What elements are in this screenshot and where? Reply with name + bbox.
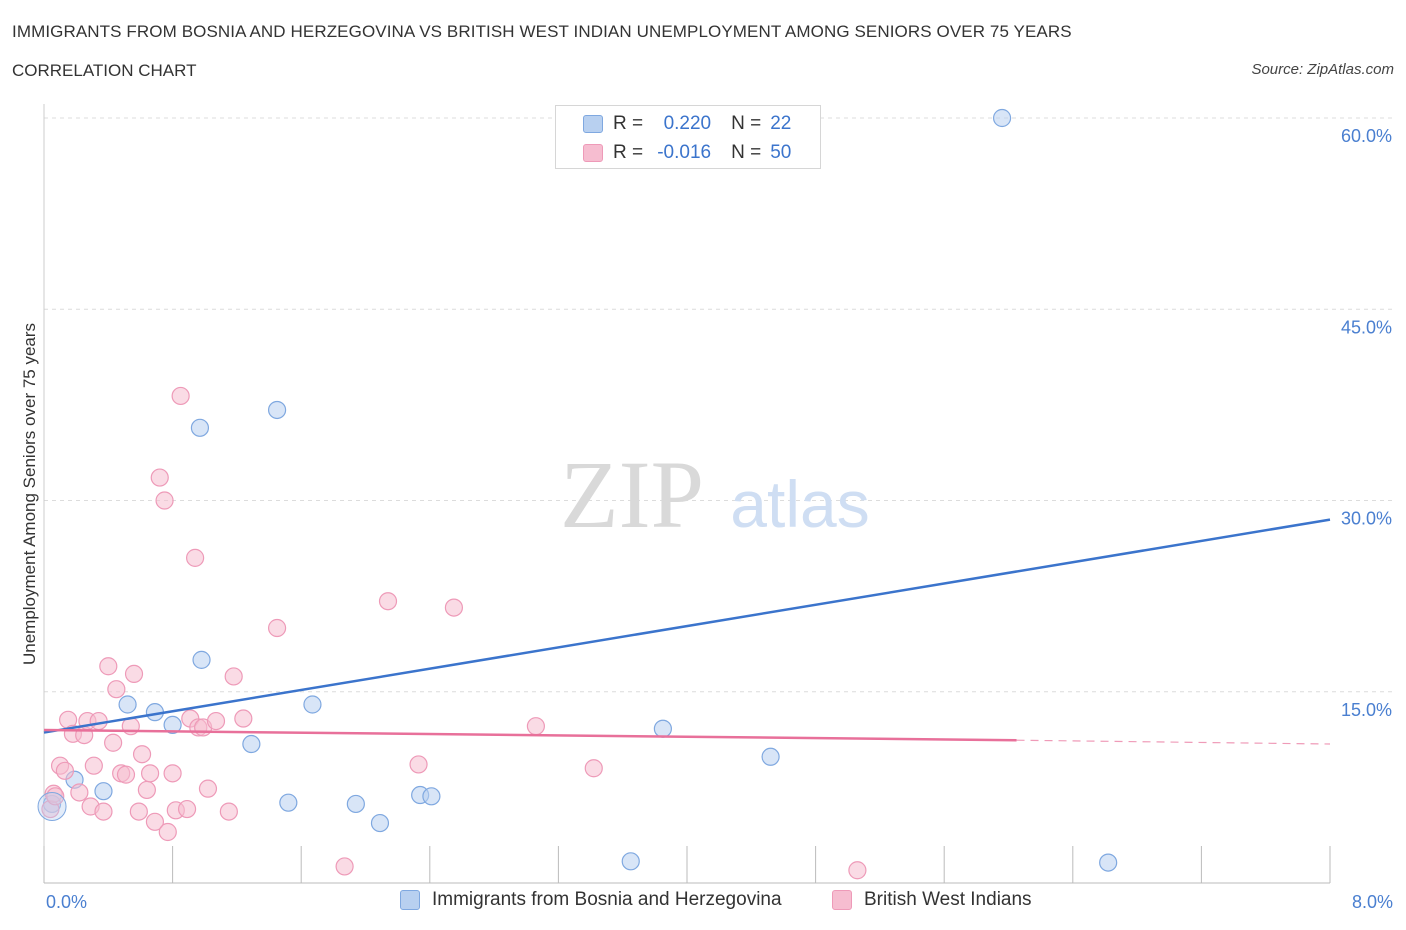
point-bosnia	[422, 787, 441, 806]
point-british-west-indian	[140, 764, 160, 783]
point-british-west-indian	[409, 755, 428, 774]
point-british-west-indian	[198, 779, 218, 798]
point-british-west-indian	[526, 717, 545, 736]
trend-line-bosnia	[43, 518, 1331, 734]
y-tick-label: 15.0%	[1341, 700, 1392, 720]
bottom-legend-label-bosnia: Immigrants from Bosnia and Herzegovina	[432, 889, 782, 910]
point-british-west-indian	[444, 598, 464, 617]
point-bosnia	[303, 695, 322, 714]
point-bosnia	[621, 852, 640, 871]
chart-subtitle: CORRELATION CHART	[12, 61, 197, 80]
point-bosnia	[992, 108, 1012, 128]
point-british-west-indian	[94, 802, 113, 821]
point-british-west-indian	[132, 745, 152, 764]
point-british-west-indian	[158, 822, 177, 842]
point-british-west-indian	[84, 756, 103, 775]
point-bosnia	[192, 650, 211, 669]
legend-r-value-bwi: -0.016	[657, 142, 712, 163]
point-bosnia-cluster	[37, 792, 67, 821]
x-tick-label-min: 0.0%	[46, 892, 87, 912]
point-british-west-indian	[224, 667, 243, 686]
legend-n-label: N =	[731, 113, 762, 134]
legend-row-bwi: R = -0.016 N = 50	[556, 138, 791, 168]
watermark-atlas: atlas	[730, 467, 869, 541]
point-bosnia	[118, 695, 137, 714]
point-bosnia	[1099, 853, 1118, 872]
source-label: Source: ZipAtlas.com	[1251, 61, 1394, 78]
point-british-west-indian	[55, 761, 74, 780]
data-points	[37, 108, 1118, 880]
bottom-legend-label-bwi: British West Indians	[864, 889, 1032, 910]
point-british-west-indian	[584, 759, 603, 778]
trend-line-british-west-indian-extension	[1016, 739, 1331, 745]
point-british-west-indian	[177, 799, 197, 819]
point-bosnia	[370, 813, 390, 833]
point-british-west-indian	[171, 386, 190, 406]
legend-n-label: N =	[731, 142, 762, 163]
legend-n-value-bosnia: 22	[770, 113, 792, 134]
chart-title: IMMIGRANTS FROM BOSNIA AND HERZEGOVINA V…	[12, 22, 1072, 41]
trend-line-british-west-indian	[43, 728, 1017, 742]
point-british-west-indian	[124, 664, 144, 684]
legend-r-label: R =	[613, 142, 644, 163]
point-british-west-indian	[848, 861, 867, 880]
y-tick-label: 45.0%	[1341, 317, 1392, 337]
tick-labels: 15.0% 30.0% 45.0% 60.0% 0.0% 8.0%	[46, 126, 1393, 912]
point-bosnia	[190, 418, 210, 437]
point-british-west-indian	[219, 802, 238, 821]
watermark: ZIP atlas	[560, 441, 870, 548]
point-bosnia	[279, 793, 298, 812]
bottom-legend-bwi: British West Indians	[832, 889, 1032, 911]
bottom-legend-swatch-pink	[832, 890, 852, 910]
bottom-legend-swatch-blue	[400, 890, 420, 910]
point-british-west-indian	[150, 468, 169, 487]
point-british-west-indian	[163, 764, 182, 783]
y-tick-label: 60.0%	[1341, 126, 1392, 146]
legend-r-value-bosnia: 0.220	[663, 113, 712, 134]
point-british-west-indian	[129, 802, 148, 821]
point-british-west-indian	[378, 592, 398, 611]
point-british-west-indian	[89, 711, 108, 731]
point-british-west-indian	[99, 657, 118, 676]
point-british-west-indian	[206, 711, 226, 731]
point-bosnia	[163, 715, 182, 735]
point-british-west-indian	[116, 765, 136, 784]
point-bosnia	[761, 747, 780, 766]
watermark-zip: ZIP	[560, 441, 704, 548]
legend-n-value-bwi: 50	[770, 142, 792, 163]
axes	[43, 104, 1331, 884]
legend-r-label: R =	[613, 113, 644, 134]
point-british-west-indian	[155, 491, 174, 510]
point-british-west-indian	[104, 733, 123, 752]
point-british-west-indian	[107, 680, 126, 699]
y-axis-title: Unemployment Among Seniors over 75 years	[20, 323, 39, 665]
point-british-west-indian	[186, 548, 205, 567]
legend-row-bosnia: R = 0.220 N = 22	[556, 109, 791, 139]
point-british-west-indian	[335, 857, 354, 876]
point-british-west-indian	[137, 780, 156, 800]
point-british-west-indian	[70, 783, 89, 802]
point-bosnia	[267, 400, 287, 420]
y-tick-label: 30.0%	[1341, 509, 1392, 529]
point-british-west-indian	[267, 618, 287, 638]
bottom-legend-bosnia: Immigrants from Bosnia and Herzegovina	[400, 889, 782, 911]
legend-swatch-blue	[583, 115, 603, 133]
point-bosnia	[346, 794, 365, 814]
legend-swatch-pink	[583, 144, 603, 162]
trend-lines	[43, 518, 1331, 745]
point-british-west-indian	[145, 812, 165, 831]
point-bosnia	[94, 782, 113, 801]
point-bosnia	[653, 719, 672, 738]
correlation-legend: R = 0.220 N = 22 R = -0.016 N = 50	[555, 105, 821, 169]
grid-lines	[44, 117, 1395, 693]
point-bosnia	[242, 734, 261, 754]
point-british-west-indian	[234, 709, 253, 728]
x-tick-label-max: 8.0%	[1352, 892, 1393, 912]
